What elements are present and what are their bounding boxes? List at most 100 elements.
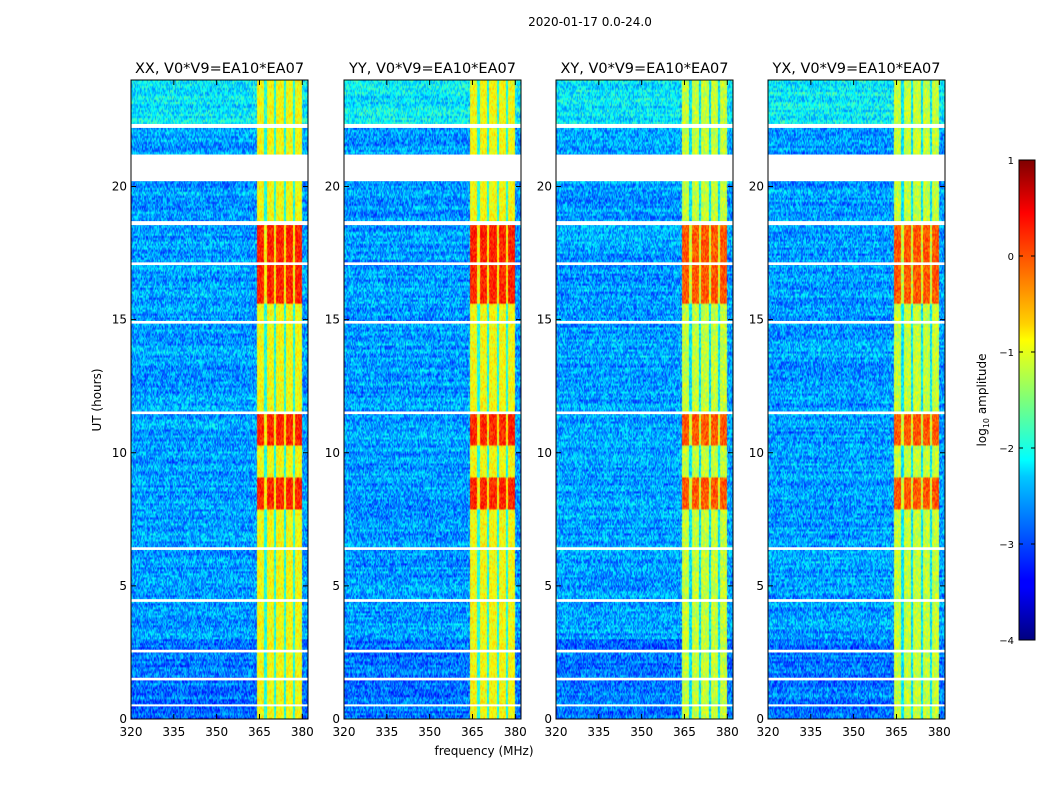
panel-title: YX, V0*V9=EA10*EA07 — [771, 61, 940, 77]
colorbar: 1 0 −1 −2 −3 −4 log10 amplitude — [975, 156, 1036, 647]
panel-frame — [130, 79, 309, 720]
flagged-row — [344, 262, 521, 266]
x-tick-label: 365 — [673, 725, 696, 739]
flagged-row — [556, 221, 733, 226]
flagged-row — [344, 154, 521, 182]
flagged-row — [344, 547, 521, 550]
heatmap-image — [556, 80, 733, 719]
flagged-row — [131, 649, 308, 653]
flagged-row — [131, 704, 308, 707]
colorbar-tick-label: −2 — [999, 444, 1014, 455]
x-tick-label: 365 — [885, 725, 908, 739]
x-tick-label: 350 — [418, 725, 441, 739]
panel-3: YX, V0*V9=EA10*EA07 320 335 350 365 380 0 5 10 15… — [749, 61, 951, 739]
x-tick-label: 320 — [120, 725, 143, 739]
flagged-row — [344, 599, 521, 602]
flagged-row — [344, 677, 521, 681]
panel-1: YY, V0*V9=EA10*EA07 320 335 350 365 380 0 5 10 15… — [325, 61, 527, 739]
flagged-row — [344, 221, 521, 226]
y-tick-label: 15 — [112, 313, 127, 327]
flagged-row — [131, 599, 308, 602]
flagged-row — [344, 704, 521, 707]
heatmap-image — [768, 80, 945, 719]
y-tick-label: 15 — [749, 313, 764, 327]
flagged-row — [556, 599, 733, 602]
x-tick-label: 380 — [928, 725, 951, 739]
flagged-row — [556, 547, 733, 550]
x-tick-label: 320 — [757, 725, 780, 739]
panel-frame — [555, 79, 734, 720]
x-tick-label: 380 — [504, 725, 527, 739]
colorbar-label: log10 amplitude — [975, 354, 991, 447]
y-tick-label: 0 — [332, 712, 340, 726]
flagged-row — [131, 262, 308, 266]
panel-frame — [767, 79, 946, 720]
flagged-row — [556, 320, 733, 324]
flagged-row — [344, 649, 521, 653]
heatmap-image — [344, 80, 521, 719]
flagged-row — [556, 154, 733, 182]
x-tick-label: 350 — [842, 725, 865, 739]
y-tick-label: 0 — [756, 712, 764, 726]
y-tick-label: 10 — [537, 446, 552, 460]
panel-0: XX, V0*V9=EA10*EA07 320 335 350 365 380 0 5 10 15… — [112, 61, 314, 739]
x-tick-label: 335 — [587, 725, 610, 739]
flagged-row — [768, 411, 945, 415]
x-tick-label: 320 — [545, 725, 568, 739]
x-tick-label: 335 — [162, 725, 185, 739]
colorbar-tick-label: −3 — [999, 540, 1014, 551]
panel-2: XY, V0*V9=EA10*EA07 320 335 350 365 380 0 5 10 15… — [537, 61, 739, 739]
panel-frame — [343, 79, 522, 720]
flagged-row — [556, 411, 733, 415]
flagged-row — [768, 599, 945, 602]
flagged-row — [768, 123, 945, 128]
x-tick-label: 365 — [248, 725, 271, 739]
y-tick-label: 10 — [112, 446, 127, 460]
x-tick-label: 350 — [205, 725, 228, 739]
y-tick-label: 5 — [544, 579, 552, 593]
figure-title: 2020-01-17 0.0-24.0 — [528, 15, 652, 29]
panel-title: XY, V0*V9=EA10*EA07 — [560, 61, 728, 77]
flagged-row — [131, 221, 308, 226]
y-tick-label: 0 — [544, 712, 552, 726]
flagged-row — [556, 123, 733, 128]
flagged-row — [768, 221, 945, 226]
x-tick-label: 335 — [375, 725, 398, 739]
y-tick-label: 15 — [325, 313, 340, 327]
x-tick-label: 380 — [716, 725, 739, 739]
flagged-row — [131, 547, 308, 550]
flagged-row — [344, 411, 521, 415]
flagged-row — [131, 123, 308, 128]
x-tick-label: 320 — [333, 725, 356, 739]
colorbar-tick-label: 1 — [1008, 156, 1014, 167]
x-tick-label: 365 — [461, 725, 484, 739]
flagged-row — [768, 649, 945, 653]
colorbar-tick-label: −1 — [999, 348, 1014, 359]
y-tick-label: 15 — [537, 313, 552, 327]
flagged-row — [344, 123, 521, 128]
flagged-row — [768, 704, 945, 707]
flagged-row — [556, 677, 733, 681]
panel-title: XX, V0*V9=EA10*EA07 — [135, 61, 304, 77]
x-tick-label: 380 — [291, 725, 314, 739]
y-tick-label: 5 — [332, 579, 340, 593]
y-tick-label: 20 — [112, 180, 127, 194]
heatmap-image — [131, 80, 308, 719]
flagged-row — [556, 649, 733, 653]
flagged-row — [131, 154, 308, 182]
y-tick-label: 10 — [325, 446, 340, 460]
y-tick-label: 5 — [756, 579, 764, 593]
flagged-row — [768, 547, 945, 550]
flagged-row — [768, 262, 945, 266]
flagged-row — [768, 154, 945, 182]
y-tick-label: 10 — [749, 446, 764, 460]
x-tick-label: 335 — [799, 725, 822, 739]
panel-title: YY, V0*V9=EA10*EA07 — [348, 61, 516, 77]
colorbar-tick-label: −4 — [999, 636, 1014, 647]
y-tick-label: 20 — [749, 180, 764, 194]
y-tick-label: 0 — [119, 712, 127, 726]
y-axis-label: UT (hours) — [90, 368, 104, 431]
flagged-row — [556, 262, 733, 266]
flagged-row — [131, 677, 308, 681]
